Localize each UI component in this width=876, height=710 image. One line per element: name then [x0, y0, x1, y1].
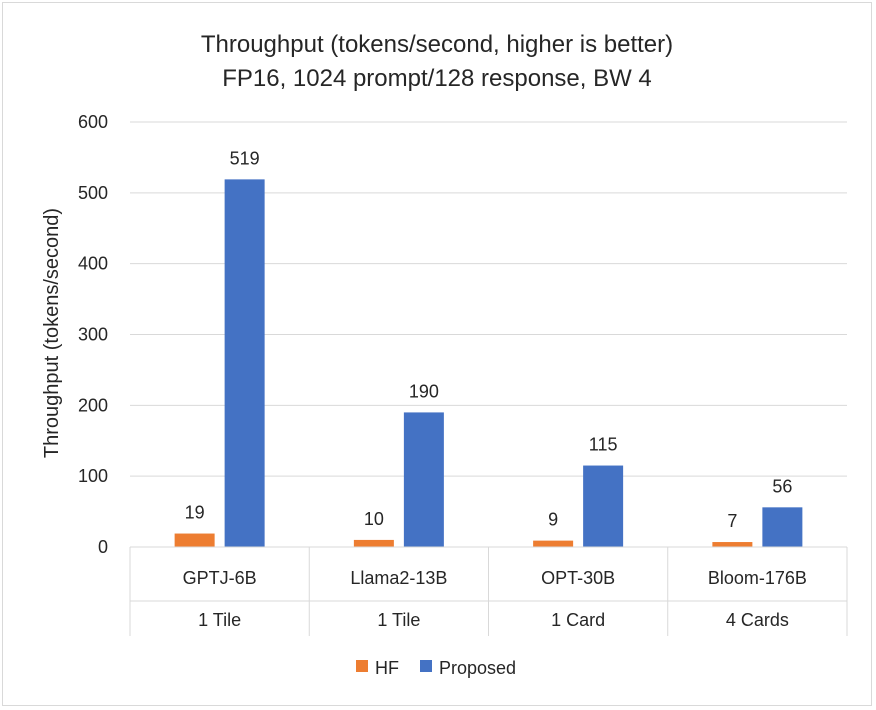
- bar-hf: [353, 539, 394, 547]
- bar-hf: [533, 540, 574, 547]
- y-axis-label: Throughput (tokens/second): [41, 208, 63, 458]
- y-tick-label: 100: [78, 466, 108, 486]
- chart-title: Throughput (tokens/second, higher is bet…: [201, 31, 673, 58]
- y-tick-label: 200: [78, 395, 108, 415]
- data-label: 115: [589, 435, 618, 455]
- x-tick-label: Bloom-176B: [708, 568, 807, 588]
- bar-hf: [712, 542, 753, 547]
- bar-proposed: [762, 507, 803, 547]
- y-tick-label: 600: [78, 112, 108, 132]
- x-group-label: 1 Tile: [198, 610, 241, 630]
- x-tick-label: Llama2-13B: [350, 568, 447, 588]
- bar-proposed: [224, 179, 265, 547]
- bar-proposed: [403, 412, 444, 547]
- data-label: 7: [727, 511, 737, 531]
- x-tick-label: OPT-30B: [541, 568, 615, 588]
- legend-label-proposed: Proposed: [439, 658, 516, 678]
- bar-proposed: [583, 465, 624, 547]
- x-group-label: 1 Card: [551, 610, 605, 630]
- y-tick-label: 500: [78, 183, 108, 203]
- chart-subtitle: FP16, 1024 prompt/128 response, BW 4: [222, 65, 652, 92]
- x-group-label: 1 Tile: [377, 610, 420, 630]
- data-label: 519: [230, 148, 260, 168]
- data-label: 19: [185, 503, 205, 523]
- legend-swatch-proposed: [420, 660, 432, 672]
- y-tick-label: 300: [78, 325, 108, 345]
- data-label: 10: [364, 509, 384, 529]
- x-tick-label: GPTJ-6B: [183, 568, 257, 588]
- x-group-label: 4 Cards: [726, 610, 789, 630]
- legend-label-hf: HF: [375, 658, 399, 678]
- bar-hf: [174, 533, 215, 547]
- y-tick-label: 0: [98, 537, 108, 557]
- data-label: 9: [548, 510, 558, 530]
- y-tick-label: 400: [78, 254, 108, 274]
- legend-swatch-hf: [356, 660, 368, 672]
- data-label: 190: [409, 381, 439, 401]
- data-label: 56: [772, 476, 792, 496]
